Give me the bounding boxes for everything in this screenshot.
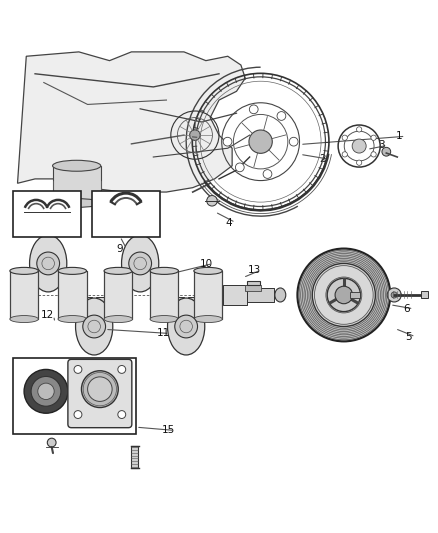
Ellipse shape: [194, 316, 222, 322]
Bar: [31, 265, 46, 281]
Circle shape: [129, 252, 152, 275]
Bar: [58, 271, 87, 319]
Circle shape: [81, 371, 118, 408]
Bar: [150, 271, 179, 319]
Circle shape: [297, 248, 390, 342]
FancyBboxPatch shape: [68, 359, 132, 427]
Bar: [421, 292, 428, 298]
Ellipse shape: [104, 316, 132, 322]
Bar: [13, 359, 136, 434]
Bar: [13, 191, 81, 237]
Text: 2: 2: [320, 154, 326, 164]
Ellipse shape: [194, 268, 222, 274]
Circle shape: [235, 163, 244, 172]
Circle shape: [249, 130, 272, 154]
Ellipse shape: [150, 268, 179, 274]
Text: 15: 15: [161, 425, 175, 435]
Circle shape: [342, 135, 347, 140]
Bar: [194, 271, 223, 319]
Ellipse shape: [167, 298, 205, 355]
Ellipse shape: [53, 199, 101, 207]
Circle shape: [47, 438, 56, 447]
Text: 5: 5: [406, 332, 412, 342]
Text: 6: 6: [404, 304, 410, 314]
Circle shape: [335, 286, 353, 304]
Circle shape: [37, 252, 60, 275]
Bar: [92, 191, 160, 237]
Text: 7: 7: [371, 262, 377, 272]
Bar: [245, 285, 261, 292]
Ellipse shape: [58, 316, 87, 322]
Circle shape: [83, 315, 106, 338]
Polygon shape: [18, 52, 245, 192]
Circle shape: [352, 139, 366, 153]
Bar: [53, 166, 101, 203]
Circle shape: [342, 152, 347, 157]
Ellipse shape: [10, 268, 39, 274]
Bar: [77, 297, 92, 313]
Bar: [123, 265, 138, 281]
Text: 12: 12: [40, 310, 53, 320]
Circle shape: [263, 169, 272, 179]
Circle shape: [74, 410, 82, 418]
Circle shape: [31, 376, 61, 406]
Bar: [350, 292, 360, 297]
Text: 13: 13: [247, 265, 261, 275]
Circle shape: [277, 111, 286, 120]
Text: 1: 1: [396, 131, 403, 141]
Ellipse shape: [104, 268, 132, 274]
Circle shape: [327, 278, 360, 312]
Circle shape: [24, 369, 68, 413]
Circle shape: [190, 130, 200, 140]
Ellipse shape: [275, 288, 286, 302]
Circle shape: [207, 196, 217, 206]
Circle shape: [88, 377, 112, 401]
Circle shape: [74, 366, 82, 374]
Text: 9: 9: [117, 244, 124, 254]
Circle shape: [371, 152, 376, 157]
Text: 11: 11: [156, 328, 170, 338]
Circle shape: [175, 315, 198, 338]
Bar: [142, 265, 158, 281]
Circle shape: [118, 366, 126, 374]
Ellipse shape: [76, 298, 113, 355]
Text: 10: 10: [199, 259, 212, 269]
Text: 3: 3: [378, 140, 384, 150]
Circle shape: [391, 292, 397, 298]
Bar: [50, 265, 66, 281]
Bar: [188, 297, 204, 313]
Ellipse shape: [53, 160, 101, 171]
Ellipse shape: [150, 316, 179, 322]
Circle shape: [118, 410, 126, 418]
Circle shape: [223, 138, 232, 146]
Bar: [96, 297, 112, 313]
Text: 8: 8: [32, 193, 38, 203]
Circle shape: [357, 127, 362, 132]
Bar: [169, 297, 184, 313]
Text: 14: 14: [46, 404, 59, 414]
Circle shape: [357, 160, 362, 165]
Bar: [10, 271, 39, 319]
Ellipse shape: [29, 235, 67, 292]
Bar: [104, 271, 132, 319]
Bar: [247, 281, 260, 285]
Circle shape: [387, 288, 401, 302]
Circle shape: [38, 383, 54, 400]
Circle shape: [371, 135, 376, 140]
Circle shape: [249, 105, 258, 114]
Circle shape: [289, 138, 298, 146]
Circle shape: [382, 147, 391, 156]
Ellipse shape: [121, 235, 159, 292]
Ellipse shape: [58, 268, 87, 274]
Ellipse shape: [10, 316, 39, 322]
Text: 4: 4: [226, 217, 232, 228]
Circle shape: [312, 263, 375, 327]
